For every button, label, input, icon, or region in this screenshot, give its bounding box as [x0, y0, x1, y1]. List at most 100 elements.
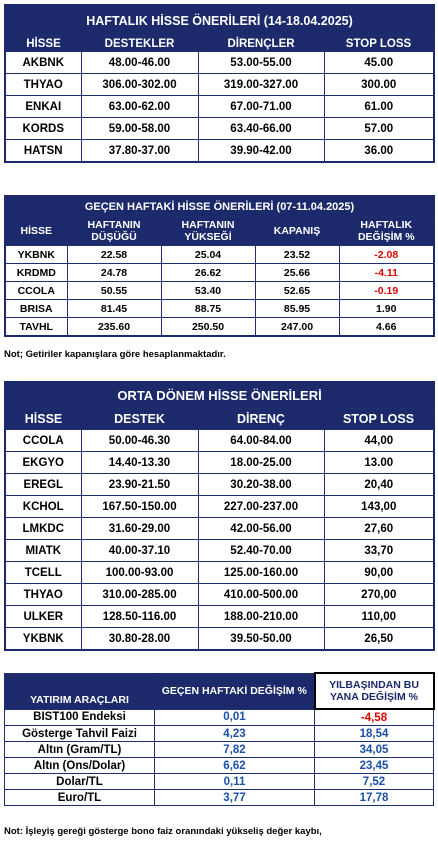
value-cell: 20,40	[323, 473, 435, 496]
mid-term-title: ORTA DÖNEM HİSSE ÖNERİLERİ	[117, 388, 322, 403]
value-cell: 128.50-116.00	[80, 605, 199, 628]
change-cell: -2.08	[338, 245, 435, 264]
value-cell: 23.52	[254, 245, 340, 264]
last-week-title: GEÇEN HAFTAKİ HİSSE ÖNERİLERİ (07-11.04.…	[84, 200, 355, 213]
table-row: MIATK 40.00-37.10 52.40-70.00 33,70	[4, 539, 435, 562]
change-cell: 4.66	[338, 317, 435, 337]
value-cell: 100.00-93.00	[80, 561, 199, 584]
mid-term-header-stock: HİSSE	[5, 408, 81, 430]
ytd-change-cell: 7,52	[314, 773, 434, 790]
last-week-header-stock: HİSSE	[4, 216, 68, 246]
value-cell: 167.50-150.00	[80, 495, 199, 518]
stock-cell: KCHOL	[4, 495, 82, 518]
stock-cell: THYAO	[4, 73, 82, 96]
table-row: EREGL 23.90-21.50 30.20-38.00 20,40	[4, 473, 435, 496]
stock-cell: KORDS	[4, 117, 82, 140]
table-row: YKBNK 22.58 25.04 23.52 -2.08	[4, 245, 435, 264]
change-cell: -0.19	[338, 281, 435, 300]
value-cell: 31.60-29.00	[80, 517, 199, 540]
value-cell: 30.80-28.00	[80, 627, 199, 651]
table-row: TCELL 100.00-93.00 125.00-160.00 90,00	[4, 561, 435, 584]
value-cell: 53.40	[160, 281, 256, 300]
value-cell: 52.65	[254, 281, 340, 300]
value-cell: 64.00-84.00	[197, 429, 325, 452]
stock-cell: YKBNK	[4, 245, 68, 264]
value-cell: 227.00-237.00	[197, 495, 325, 518]
value-cell: 23.90-21.50	[80, 473, 199, 496]
instruments-header-weekly-change: GEÇEN HAFTAKİ DEĞİŞİM %	[154, 672, 315, 710]
weekly-header-row: HİSSE DESTEKLER DİRENÇLER STOP LOSS	[5, 35, 435, 52]
value-cell: 235.60	[66, 317, 162, 337]
instrument-name-cell: Altın (Ons/Dolar)	[4, 757, 155, 774]
weekly-header-support: DESTEKLER	[81, 35, 198, 52]
value-cell: 63.00-62.00	[80, 95, 199, 118]
value-cell: 33,70	[323, 539, 435, 562]
value-cell: 59.00-58.00	[80, 117, 199, 140]
stock-cell: TAVHL	[4, 317, 68, 337]
mid-term-recommendations-table: ORTA DÖNEM HİSSE ÖNERİLERİ HİSSE DESTEK …	[4, 381, 436, 651]
last-week-header-change: HAFTALIK DEĞİŞİM %	[338, 216, 435, 246]
table-row: THYAO 306.00-302.00 319.00-327.00 300.00	[4, 73, 435, 96]
ytd-change-cell: -4,58	[314, 708, 434, 726]
value-cell: 26,50	[323, 627, 435, 651]
table-row: LMKDC 31.60-29.00 42.00-56.00 27,60	[4, 517, 435, 540]
value-cell: 40.00-37.10	[80, 539, 199, 562]
value-cell: 25.66	[254, 263, 340, 282]
ytd-change-cell: 34,05	[314, 741, 434, 758]
ytd-change-cell: 18,54	[314, 725, 434, 742]
value-cell: 44,00	[323, 429, 435, 452]
value-cell: 67.00-71.00	[197, 95, 325, 118]
value-cell: 36.00	[323, 139, 435, 163]
table-row: Altın (Gram/TL) 7,82 34,05	[4, 741, 434, 758]
value-cell: 270,00	[323, 583, 435, 606]
value-cell: 42.00-56.00	[197, 517, 325, 540]
table-row: Euro/TL 3,77 17,78	[4, 789, 434, 806]
value-cell: 88.75	[160, 299, 256, 318]
value-cell: 319.00-327.00	[197, 73, 325, 96]
stock-cell: EKGYO	[4, 451, 82, 474]
instruments-note: Not: İşleyiş gereği gösterge bono faiz o…	[4, 826, 322, 837]
table-row: BRISA 81.45 88.75 85.95 1.90	[4, 299, 435, 318]
weekly-recommendations-table: HAFTALIK HİSSE ÖNERİLERİ (14-18.04.2025)…	[4, 4, 436, 163]
stock-cell: HATSN	[4, 139, 82, 163]
last-week-recommendations-table: GEÇEN HAFTAKİ HİSSE ÖNERİLERİ (07-11.04.…	[4, 195, 436, 337]
table-row: Altın (Ons/Dolar) 6,62 23,45	[4, 757, 434, 774]
instrument-name-cell: Euro/TL	[4, 789, 155, 806]
stock-cell: ULKER	[4, 605, 82, 628]
stock-cell: LMKDC	[4, 517, 82, 540]
weekly-title: HAFTALIK HİSSE ÖNERİLERİ (14-18.04.2025)	[86, 13, 353, 28]
value-cell: 37.80-37.00	[80, 139, 199, 163]
value-cell: 310.00-285.00	[80, 583, 199, 606]
value-cell: 26.62	[160, 263, 256, 282]
table-row: CCOLA 50.00-46.30 64.00-84.00 44,00	[4, 429, 435, 452]
table-row: HATSN 37.80-37.00 39.90-42.00 36.00	[4, 139, 435, 163]
table-row: TAVHL 235.60 250.50 247.00 4.66	[4, 317, 435, 337]
weekly-change-cell: 4,23	[154, 725, 315, 742]
instruments-header-name: YATIRIM ARAÇLARI	[4, 672, 155, 710]
weekly-header-stop-loss: STOP LOSS	[324, 35, 435, 52]
ytd-change-cell: 17,78	[314, 789, 434, 806]
stock-cell: TCELL	[4, 561, 82, 584]
weekly-change-cell: 3,77	[154, 789, 315, 806]
instrument-name-cell: Altın (Gram/TL)	[4, 741, 155, 758]
weekly-change-cell: 0,01	[154, 708, 315, 726]
value-cell: 125.00-160.00	[197, 561, 325, 584]
value-cell: 81.45	[66, 299, 162, 318]
instrument-name-cell: Gösterge Tahvil Faizi	[4, 725, 155, 742]
value-cell: 300.00	[323, 73, 435, 96]
last-week-header-low: HAFTANIN DÜŞÜĞÜ	[66, 216, 162, 246]
stock-cell: CCOLA	[4, 429, 82, 452]
stock-cell: ENKAI	[4, 95, 82, 118]
weekly-change-cell: 7,82	[154, 741, 315, 758]
mid-term-header-resistance: DİRENÇ	[198, 408, 324, 430]
mid-term-header-row: HİSSE DESTEK DİRENÇ STOP LOSS	[5, 408, 435, 430]
value-cell: 52.40-70.00	[197, 539, 325, 562]
instrument-name-cell: Dolar/TL	[4, 773, 155, 790]
value-cell: 410.00-500.00	[197, 583, 325, 606]
weekly-header-resistance: DİRENÇLER	[198, 35, 324, 52]
stock-cell: BRISA	[4, 299, 68, 318]
weekly-change-cell: 0,11	[154, 773, 315, 790]
table-row: BIST100 Endeksi 0,01 -4,58	[4, 708, 434, 726]
value-cell: 50.55	[66, 281, 162, 300]
stock-cell: KRDMD	[4, 263, 68, 282]
